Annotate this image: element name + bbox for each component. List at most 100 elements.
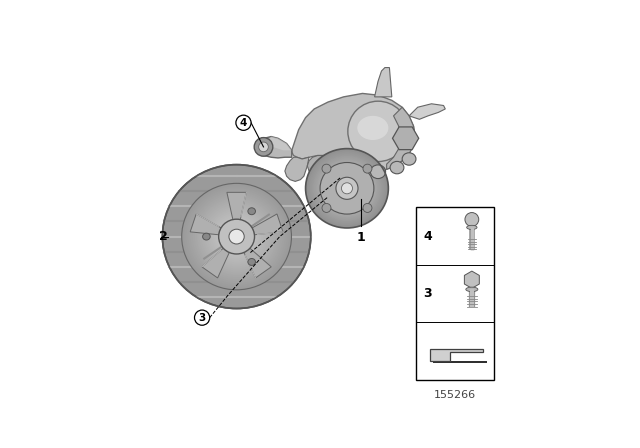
Ellipse shape: [206, 207, 267, 266]
Ellipse shape: [316, 159, 378, 218]
Ellipse shape: [305, 149, 388, 228]
Polygon shape: [202, 248, 229, 278]
Ellipse shape: [343, 184, 351, 192]
Ellipse shape: [194, 195, 279, 278]
Ellipse shape: [190, 191, 284, 282]
Polygon shape: [433, 361, 486, 363]
Ellipse shape: [219, 219, 255, 254]
Text: 3: 3: [198, 313, 205, 323]
Polygon shape: [257, 137, 292, 158]
Ellipse shape: [342, 183, 353, 194]
Polygon shape: [227, 192, 246, 220]
Ellipse shape: [330, 172, 364, 205]
Ellipse shape: [223, 224, 250, 249]
Ellipse shape: [236, 235, 238, 238]
Ellipse shape: [191, 193, 282, 280]
Ellipse shape: [320, 163, 374, 214]
Ellipse shape: [188, 190, 285, 284]
Circle shape: [363, 203, 372, 212]
Ellipse shape: [187, 189, 286, 284]
Ellipse shape: [339, 181, 355, 196]
Ellipse shape: [209, 209, 265, 264]
Ellipse shape: [402, 153, 416, 165]
Polygon shape: [244, 248, 271, 278]
Ellipse shape: [220, 220, 253, 253]
Ellipse shape: [327, 169, 367, 207]
Ellipse shape: [228, 228, 245, 245]
Ellipse shape: [344, 185, 349, 191]
Ellipse shape: [204, 205, 269, 268]
Ellipse shape: [312, 155, 382, 222]
Ellipse shape: [184, 186, 289, 287]
Ellipse shape: [199, 200, 275, 273]
Ellipse shape: [330, 172, 364, 204]
Ellipse shape: [229, 229, 244, 244]
Ellipse shape: [198, 198, 276, 275]
Ellipse shape: [340, 182, 354, 195]
Ellipse shape: [311, 154, 383, 223]
Ellipse shape: [196, 198, 276, 275]
Ellipse shape: [348, 101, 408, 162]
Polygon shape: [285, 157, 309, 181]
Ellipse shape: [195, 196, 278, 277]
Polygon shape: [307, 155, 378, 185]
Circle shape: [254, 138, 273, 156]
Ellipse shape: [328, 170, 366, 207]
Ellipse shape: [224, 224, 249, 249]
Text: 1: 1: [356, 232, 365, 245]
Ellipse shape: [326, 168, 367, 208]
Ellipse shape: [182, 184, 291, 289]
Circle shape: [465, 212, 479, 226]
Ellipse shape: [319, 162, 374, 215]
Polygon shape: [387, 107, 415, 169]
Ellipse shape: [227, 227, 246, 246]
Ellipse shape: [211, 211, 262, 262]
Ellipse shape: [186, 187, 287, 286]
Polygon shape: [190, 214, 221, 235]
Polygon shape: [430, 349, 483, 361]
Circle shape: [322, 164, 331, 173]
Ellipse shape: [323, 165, 371, 211]
Ellipse shape: [163, 165, 311, 309]
Ellipse shape: [310, 153, 384, 224]
Ellipse shape: [344, 185, 351, 192]
FancyBboxPatch shape: [416, 207, 493, 380]
Ellipse shape: [205, 206, 268, 267]
Ellipse shape: [248, 208, 255, 215]
Ellipse shape: [234, 235, 239, 239]
Polygon shape: [465, 271, 479, 289]
Ellipse shape: [183, 185, 290, 289]
Ellipse shape: [221, 221, 252, 252]
Circle shape: [336, 177, 358, 199]
Ellipse shape: [182, 183, 291, 290]
Ellipse shape: [310, 153, 383, 224]
Circle shape: [259, 142, 268, 152]
Ellipse shape: [317, 159, 378, 217]
Ellipse shape: [193, 195, 280, 279]
Ellipse shape: [231, 231, 242, 242]
Ellipse shape: [342, 184, 352, 193]
Ellipse shape: [329, 171, 365, 206]
Ellipse shape: [467, 225, 477, 229]
Ellipse shape: [321, 163, 373, 213]
Ellipse shape: [314, 157, 380, 220]
Ellipse shape: [215, 216, 258, 257]
Ellipse shape: [217, 217, 257, 256]
Ellipse shape: [195, 197, 278, 276]
Polygon shape: [268, 137, 292, 151]
Polygon shape: [409, 104, 445, 119]
Polygon shape: [374, 68, 392, 97]
Ellipse shape: [198, 199, 275, 274]
Ellipse shape: [323, 166, 371, 211]
Ellipse shape: [219, 219, 255, 254]
Ellipse shape: [335, 177, 360, 200]
Ellipse shape: [317, 160, 376, 217]
Ellipse shape: [337, 179, 356, 198]
Ellipse shape: [312, 155, 381, 221]
Ellipse shape: [218, 218, 256, 255]
Ellipse shape: [213, 214, 260, 259]
Ellipse shape: [229, 229, 244, 244]
Ellipse shape: [337, 178, 357, 198]
Ellipse shape: [346, 187, 348, 190]
Ellipse shape: [338, 180, 356, 197]
